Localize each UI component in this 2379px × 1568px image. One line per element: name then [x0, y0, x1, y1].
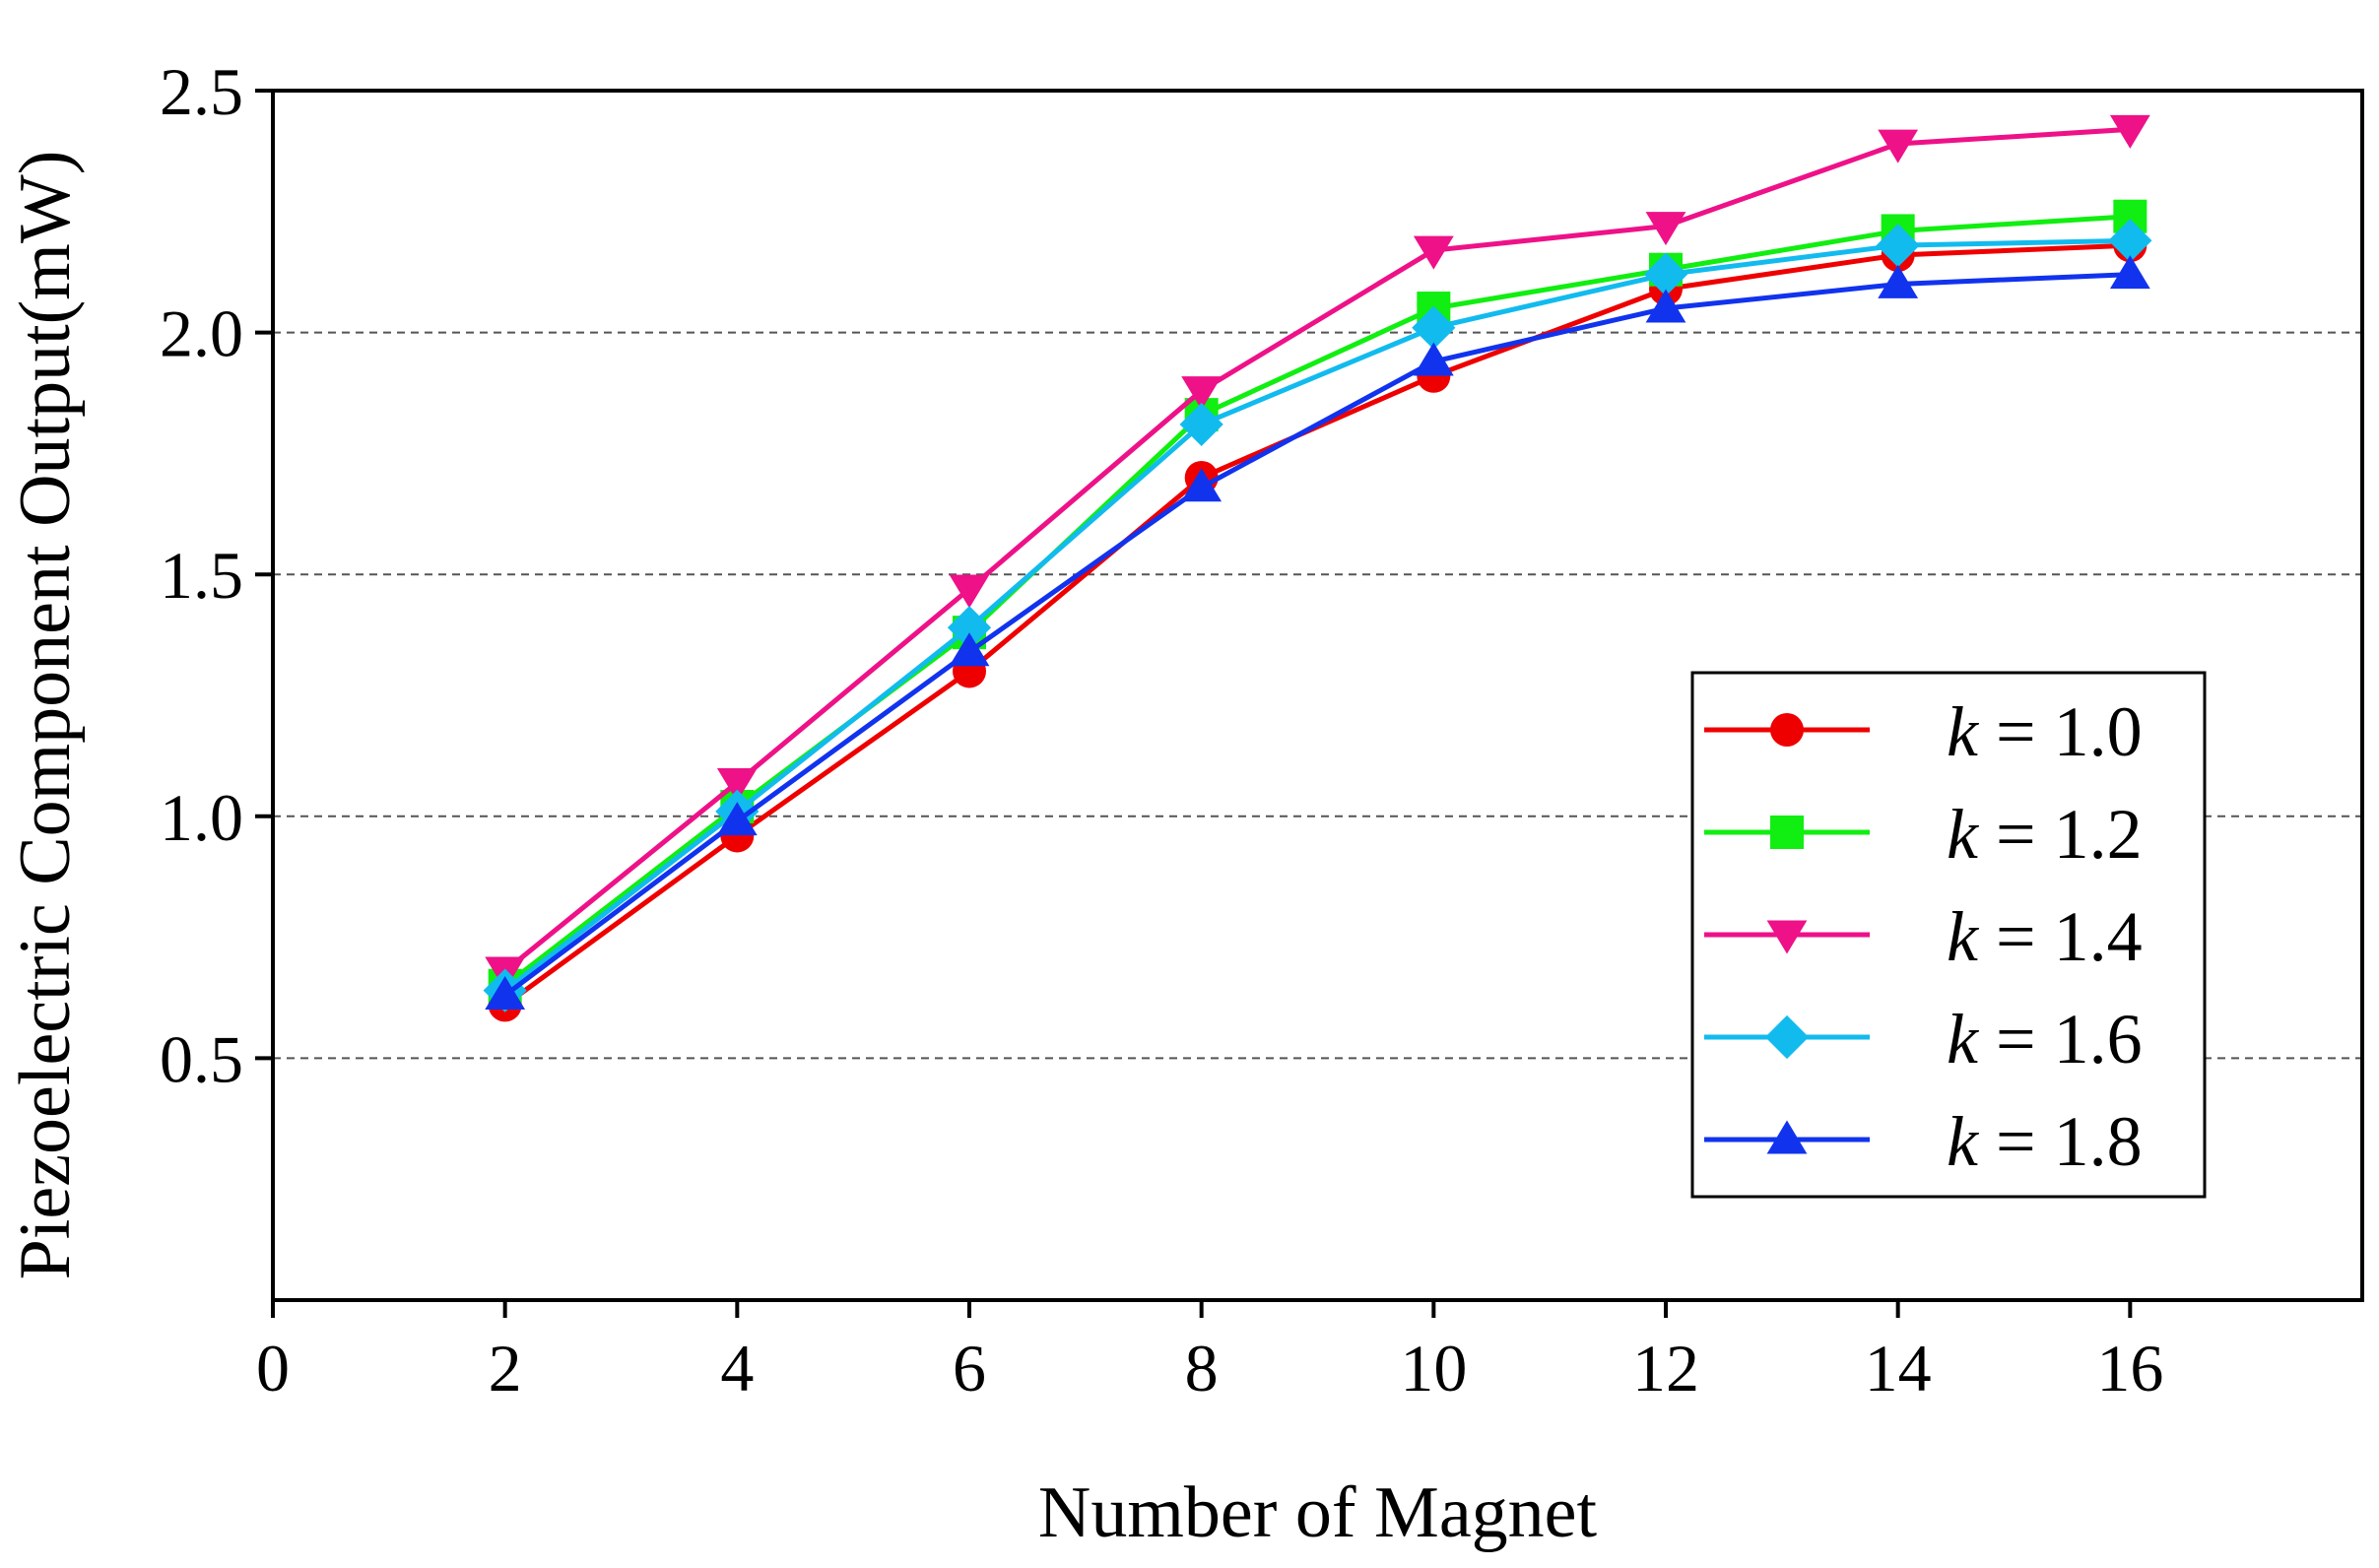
x-tick-label: 2: [489, 1331, 522, 1405]
legend-label: k = 1.4: [1947, 897, 2143, 976]
legend-label: k = 1.0: [1947, 692, 2143, 771]
data-point: [1645, 212, 1686, 246]
legend-item: k = 1.4: [1704, 897, 2143, 976]
data-point: [1181, 468, 1223, 502]
y-tick-label: 2.0: [160, 296, 243, 371]
series-layer: [483, 114, 2152, 1022]
data-point: [1412, 305, 1456, 350]
data-point: [716, 767, 758, 802]
legend-marker: [1764, 1014, 1810, 1060]
legend-item: k = 1.6: [1704, 1000, 2143, 1078]
data-point: [1413, 235, 1454, 270]
x-tick-label: 4: [720, 1331, 754, 1405]
axis-ticks: 0 2 4 6 8 10 12 14 16 0.5 1.0 1.5 2.0 2.5: [160, 54, 2163, 1405]
data-point: [1181, 376, 1223, 411]
legend-item: k = 1.0: [1704, 692, 2143, 771]
series-k-1-8: [485, 255, 2150, 1010]
series-line: [503, 214, 2131, 988]
legend-marker: [1770, 816, 1804, 849]
data-point: [1645, 289, 1686, 323]
y-axis-label: Piezoelectric Component Output(mW): [5, 151, 86, 1280]
data-point: [2108, 219, 2152, 263]
x-axis-label: Number of Magnet: [1038, 1472, 1598, 1553]
data-point: [485, 975, 526, 1010]
series-k-1-4: [485, 114, 2150, 991]
x-tick-label: 0: [256, 1331, 290, 1405]
data-point: [949, 574, 990, 609]
y-tick-label: 2.5: [160, 54, 243, 129]
legend-item: k = 1.8: [1704, 1102, 2143, 1181]
y-tick-label: 0.5: [160, 1021, 243, 1096]
data-point: [1179, 402, 1223, 447]
x-tick-label: 10: [1400, 1331, 1467, 1405]
legend-label: k = 1.2: [1947, 795, 2143, 874]
data-point: [1878, 129, 1919, 163]
x-tick-label: 6: [953, 1331, 986, 1405]
data-point: [2109, 114, 2150, 149]
legend-item: k = 1.2: [1704, 795, 2143, 874]
data-point: [1413, 342, 1454, 376]
legend: k = 1.0 k = 1.2 k = 1.4 k = 1.6 k = 1.8: [1690, 671, 2207, 1199]
legend-label: k = 1.6: [1947, 1000, 2143, 1078]
legend-marker: [1770, 713, 1804, 747]
legend-marker: [1766, 920, 1808, 954]
series-k-1-6: [483, 219, 2152, 1013]
x-tick-label: 16: [2096, 1331, 2163, 1405]
x-tick-label: 12: [1632, 1331, 1699, 1405]
legend-marker: [1766, 1120, 1808, 1154]
y-tick-label: 1.5: [160, 538, 243, 613]
data-point: [949, 632, 990, 667]
legend-label: k = 1.8: [1947, 1102, 2143, 1181]
x-tick-label: 14: [1865, 1331, 1932, 1405]
plot-frame: [271, 89, 2364, 1302]
data-point: [1643, 252, 1688, 296]
y-tick-label: 1.0: [160, 780, 243, 855]
data-point: [947, 606, 992, 650]
data-point: [2109, 255, 2150, 290]
series-line: [503, 237, 2131, 993]
data-point: [1878, 264, 1919, 298]
series-line: [503, 272, 2131, 998]
x-tick-label: 8: [1185, 1331, 1219, 1405]
data-point: [716, 802, 758, 836]
series-line: [503, 126, 2131, 973]
data-point: [1876, 224, 1920, 268]
